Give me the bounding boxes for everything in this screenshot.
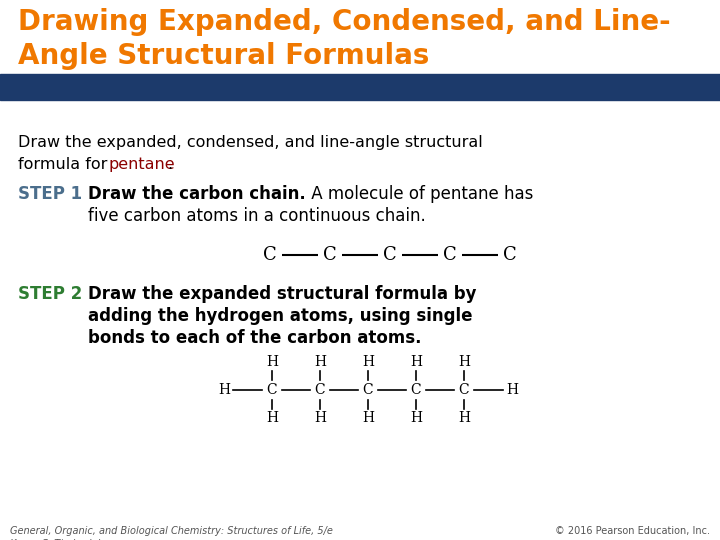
Text: C: C xyxy=(263,246,277,264)
Text: pentane: pentane xyxy=(108,157,175,172)
Text: H: H xyxy=(458,411,470,425)
Text: H: H xyxy=(458,355,470,369)
Text: A molecule of pentane has: A molecule of pentane has xyxy=(306,185,534,203)
Text: STEP 1: STEP 1 xyxy=(18,185,82,203)
Text: C: C xyxy=(443,246,457,264)
Text: formula for: formula for xyxy=(18,157,112,172)
Text: H: H xyxy=(362,411,374,425)
Text: Draw the expanded, condensed, and line-angle structural: Draw the expanded, condensed, and line-a… xyxy=(18,135,482,150)
Text: Drawing Expanded, Condensed, and Line-: Drawing Expanded, Condensed, and Line- xyxy=(18,8,670,36)
Text: © 2016 Pearson Education, Inc.: © 2016 Pearson Education, Inc. xyxy=(555,526,710,536)
Text: .: . xyxy=(167,157,172,172)
Text: H: H xyxy=(410,355,422,369)
Bar xyxy=(0,74,720,100)
Text: C: C xyxy=(266,383,277,397)
Text: H: H xyxy=(506,383,518,397)
Text: STEP 2: STEP 2 xyxy=(18,285,82,303)
Text: Draw the expanded structural formula by: Draw the expanded structural formula by xyxy=(88,285,477,303)
Text: Angle Structural Formulas: Angle Structural Formulas xyxy=(18,42,429,70)
Text: H: H xyxy=(362,355,374,369)
Text: bonds to each of the carbon atoms.: bonds to each of the carbon atoms. xyxy=(88,329,421,347)
Text: C: C xyxy=(363,383,373,397)
Text: C: C xyxy=(459,383,469,397)
Text: H: H xyxy=(410,411,422,425)
Text: H: H xyxy=(266,355,278,369)
Text: five carbon atoms in a continuous chain.: five carbon atoms in a continuous chain. xyxy=(88,207,426,225)
Text: C: C xyxy=(383,246,397,264)
Text: H: H xyxy=(218,383,230,397)
Text: C: C xyxy=(410,383,421,397)
Text: C: C xyxy=(315,383,325,397)
Text: C: C xyxy=(323,246,337,264)
Text: Draw the carbon chain.: Draw the carbon chain. xyxy=(88,185,306,203)
Text: H: H xyxy=(314,355,326,369)
Text: General, Organic, and Biological Chemistry: Structures of Life, 5/e
Karen C. Tim: General, Organic, and Biological Chemist… xyxy=(10,526,333,540)
Text: H: H xyxy=(314,411,326,425)
Text: C: C xyxy=(503,246,517,264)
Text: adding the hydrogen atoms, using single: adding the hydrogen atoms, using single xyxy=(88,307,472,325)
Text: H: H xyxy=(266,411,278,425)
